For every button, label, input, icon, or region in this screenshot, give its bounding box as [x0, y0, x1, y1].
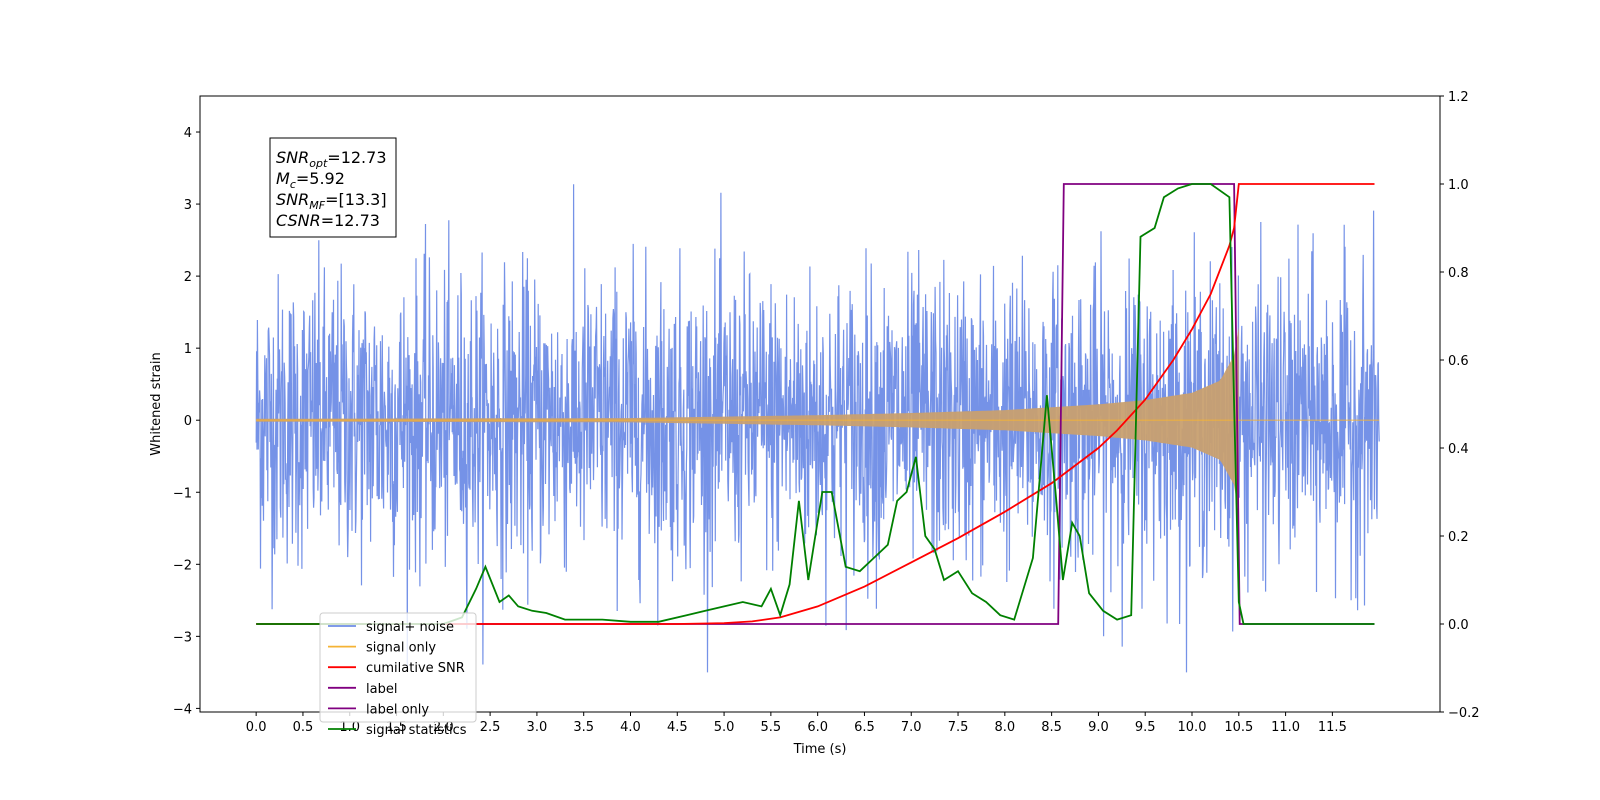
annotation-line: CSNR=12.73: [276, 211, 380, 230]
x-tick-label: 6.5: [854, 720, 875, 735]
y2-tick-label: 0.4: [1448, 442, 1469, 457]
y-tick-label: 0: [184, 414, 192, 429]
annotation-line: SNRopt=12.73: [276, 148, 387, 170]
x-tick-label: 3.5: [573, 720, 594, 735]
y2-tick-label: −0.2: [1448, 706, 1480, 721]
y-axis-label: Whitened strain: [149, 352, 164, 455]
x-tick-label: 7.0: [901, 720, 922, 735]
legend-label: label only: [366, 702, 429, 717]
y-tick-label: 3: [184, 198, 192, 213]
y-tick-label: −1: [173, 486, 192, 501]
y2-tick-label: 0.8: [1448, 266, 1469, 281]
x-tick-label: 8.5: [1041, 720, 1062, 735]
legend: signal+ noise signal only cumilative SNR la…: [320, 613, 476, 738]
x-tick-label: 8.0: [994, 720, 1015, 735]
legend-label: signal+ noise: [366, 620, 454, 635]
y-tick-label: 2: [184, 270, 192, 285]
x-tick-label: 5.5: [761, 720, 782, 735]
y-tick-label: −3: [173, 630, 192, 645]
x-tick-label: 3.0: [527, 720, 548, 735]
y2-tick-label: 0.6: [1448, 354, 1469, 369]
x-axis-label: Time (s): [793, 742, 847, 757]
legend-label: cumilative SNR: [366, 661, 465, 676]
x-tick-label: 6.0: [807, 720, 828, 735]
annotation-line: SNRMF=[13.3]: [276, 190, 387, 212]
x-tick-label: 11.5: [1318, 720, 1347, 735]
y2-tick-label: 0.2: [1448, 530, 1469, 545]
x-tick-label: 9.0: [1088, 720, 1109, 735]
x-tick-label: 4.5: [667, 720, 688, 735]
legend-label: signal only: [366, 641, 436, 656]
x-tick-label: 9.5: [1135, 720, 1156, 735]
y-tick-label: 4: [184, 126, 192, 141]
x-tick-label: 11.0: [1271, 720, 1300, 735]
annotation-line: Mc=5.92: [276, 169, 345, 191]
y2-tick-label: 0.0: [1448, 618, 1469, 633]
x-tick-label: 0.5: [293, 720, 314, 735]
x-tick-label: 7.5: [948, 720, 969, 735]
stats-annotation-box: SNRopt=12.73Mc=5.92SNRMF=[13.3]CSNR=12.7…: [270, 138, 396, 237]
x-tick-label: 0.0: [246, 720, 267, 735]
legend-label: label: [366, 682, 397, 697]
y-tick-label: −2: [173, 558, 192, 573]
x-tick-label: 10.0: [1178, 720, 1207, 735]
y2-tick-label: 1.2: [1448, 90, 1469, 105]
x-tick-label: 5.0: [714, 720, 735, 735]
y-tick-label: 1: [184, 342, 192, 357]
legend-label: signal statistics: [366, 723, 467, 738]
x-tick-label: 10.5: [1224, 720, 1253, 735]
y-tick-label: −4: [173, 702, 192, 717]
x-tick-label: 4.0: [620, 720, 641, 735]
y2-tick-label: 1.0: [1448, 178, 1469, 193]
x-tick-label: 2.5: [480, 720, 501, 735]
